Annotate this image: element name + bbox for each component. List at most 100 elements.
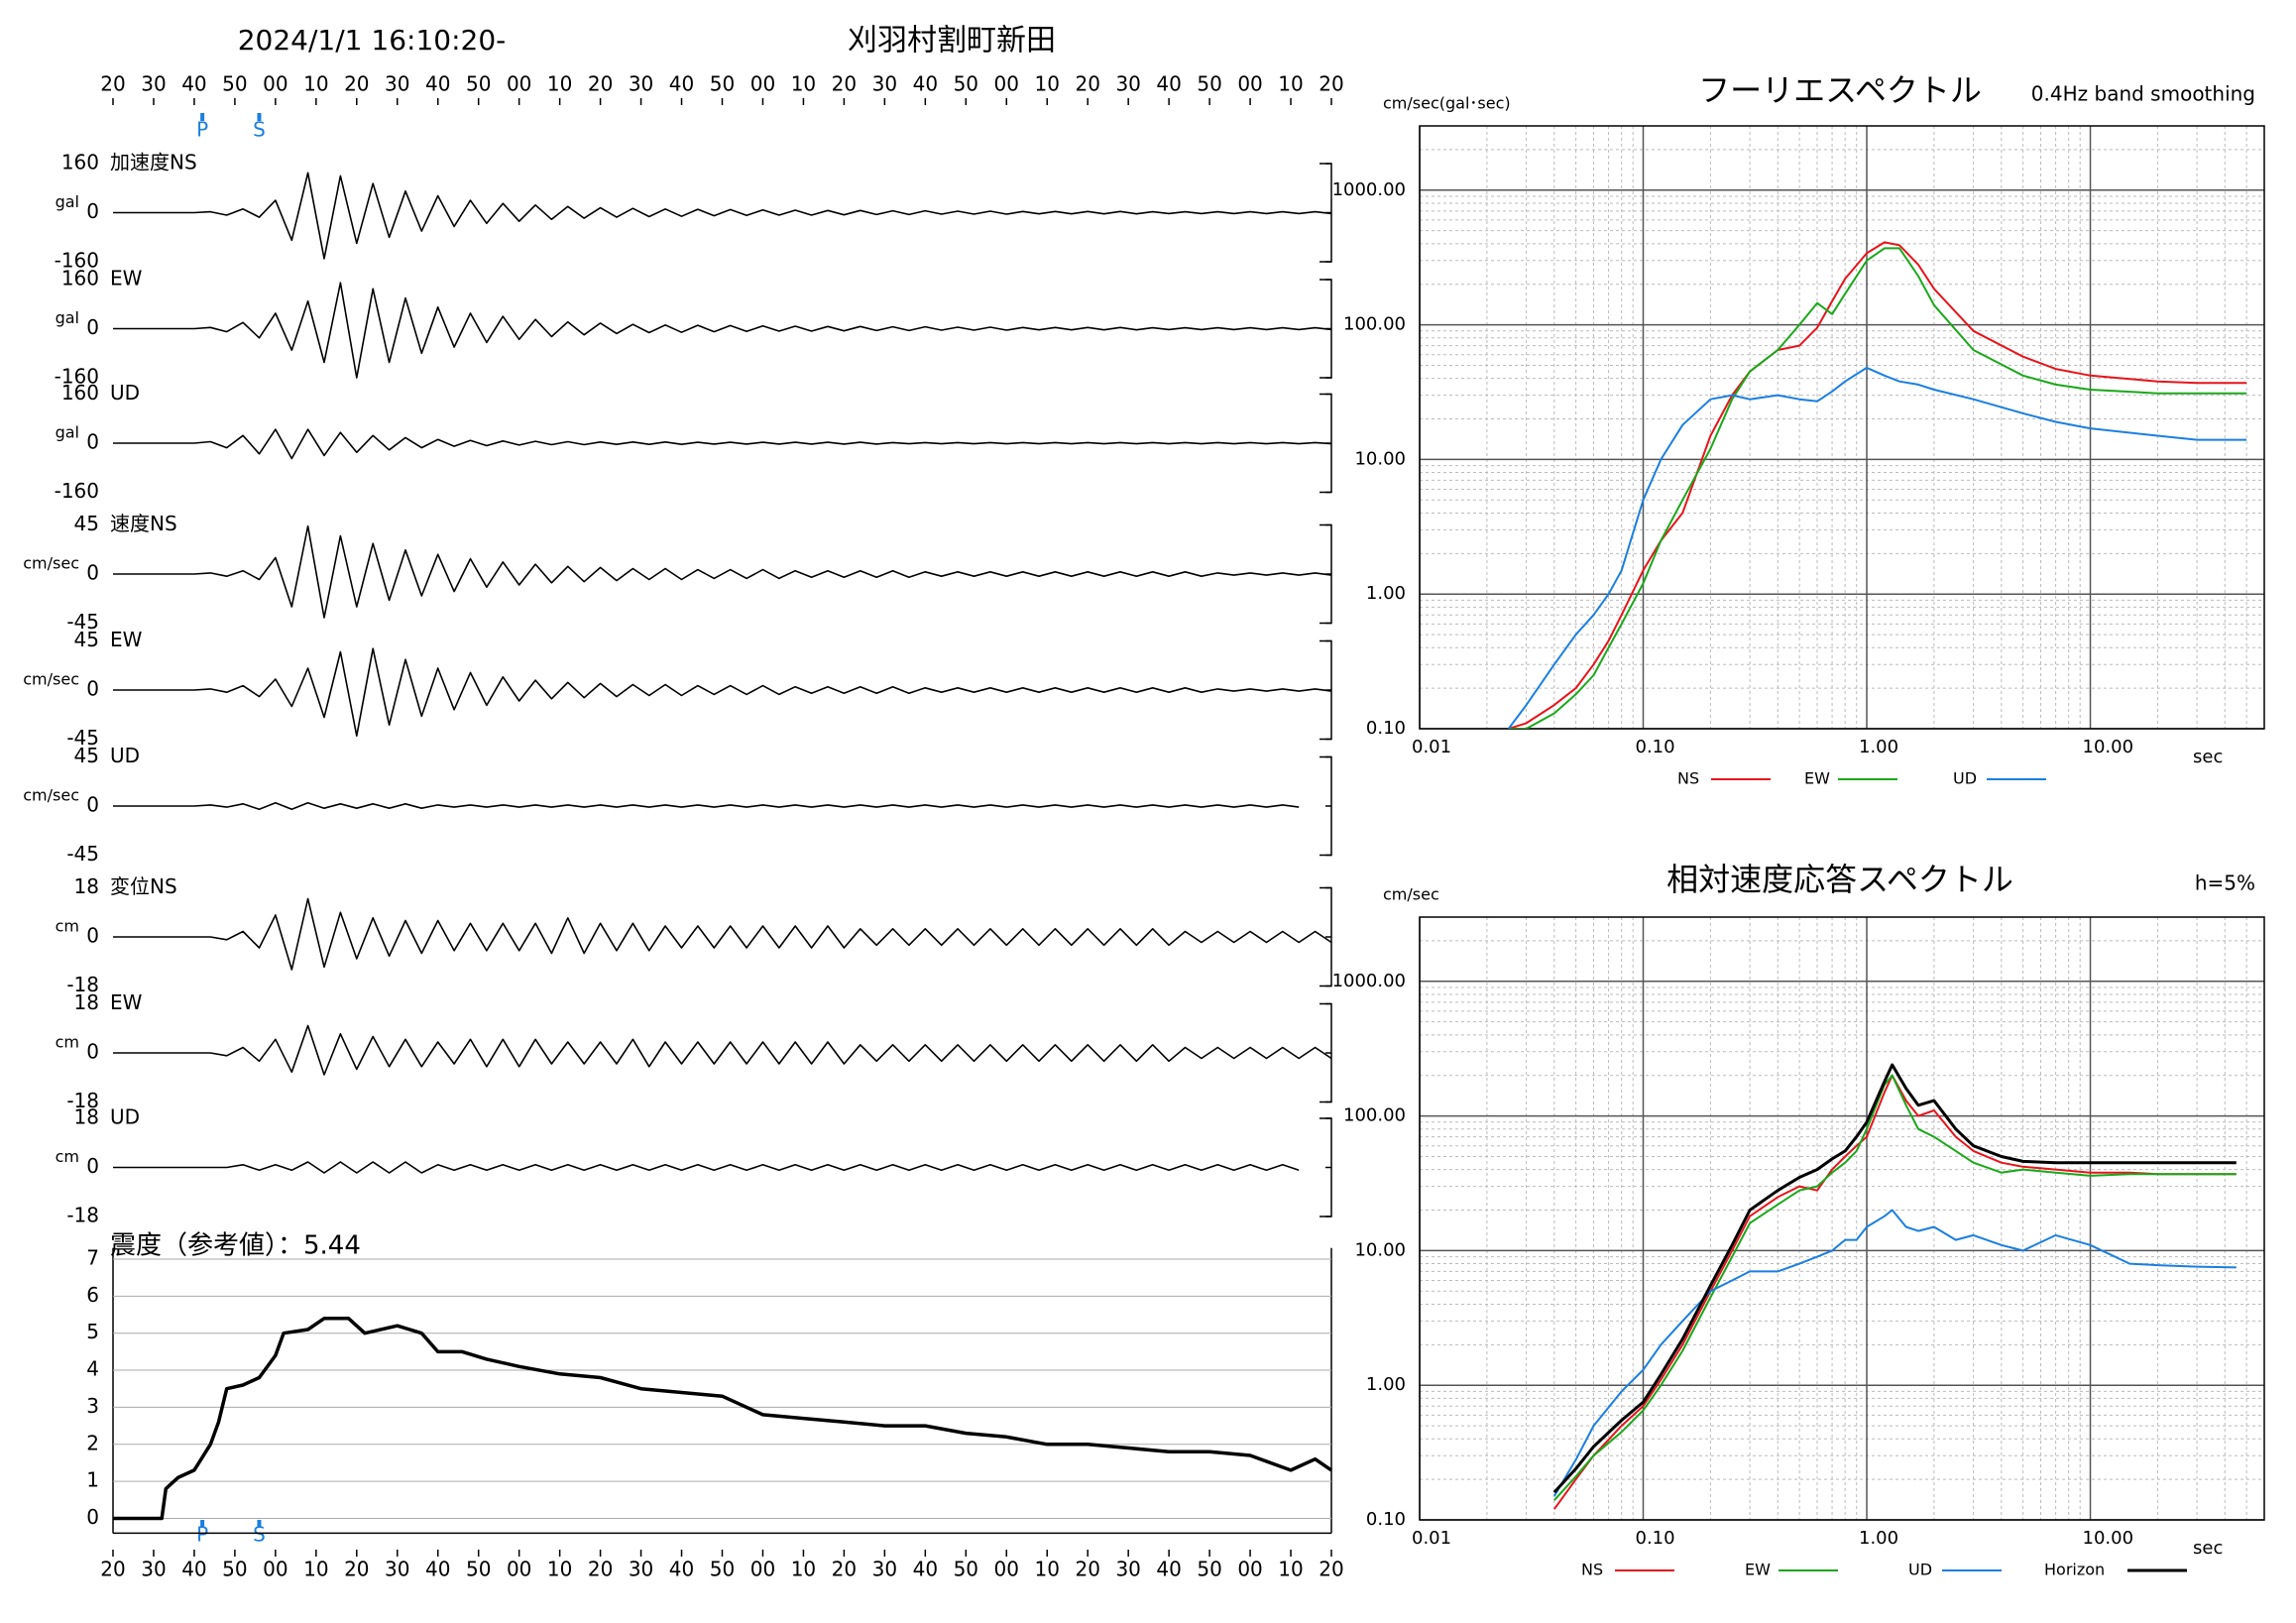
x-tick-label: 30 bbox=[141, 1558, 166, 1581]
y-tick-label: 0 bbox=[86, 793, 99, 817]
x-tick-label: 10 bbox=[1278, 72, 1303, 96]
x-tick-label: 20 bbox=[1075, 1558, 1099, 1581]
y-tick-label: 0.10 bbox=[1366, 718, 1406, 739]
y-tick-label: 0 bbox=[86, 430, 99, 454]
waveform bbox=[113, 282, 1332, 379]
x-tick-label: 50 bbox=[710, 72, 735, 96]
y-tick-label: 160 bbox=[61, 381, 99, 405]
y-tick-label: 18 bbox=[74, 1105, 99, 1129]
x-tick-label: 1.00 bbox=[1859, 737, 1898, 757]
y-tick-label: 0 bbox=[86, 677, 99, 701]
legend-label: UD bbox=[1908, 1561, 1932, 1579]
y-tick-label: 0 bbox=[86, 199, 99, 223]
y-tick-label: 1.00 bbox=[1366, 1374, 1406, 1395]
x-tick-label: 00 bbox=[1237, 72, 1262, 96]
x-tick-label: 0.10 bbox=[1636, 737, 1675, 757]
x-tick-label: 50 bbox=[222, 1558, 247, 1581]
x-tick-label: 00 bbox=[1237, 1558, 1262, 1581]
x-tick-label: 40 bbox=[669, 72, 694, 96]
intensity-title: 震度（参考値）：5.44 bbox=[110, 1231, 361, 1261]
x-tick-label: 20 bbox=[100, 72, 125, 96]
y-tick-label: 45 bbox=[74, 744, 99, 767]
y-tick-label: 1000.00 bbox=[1332, 971, 1406, 991]
x-tick-label: 00 bbox=[750, 1558, 775, 1581]
x-tick-label: 50 bbox=[466, 72, 491, 96]
x-tick-label: 40 bbox=[1156, 72, 1181, 96]
y-tick-label: 5 bbox=[86, 1320, 99, 1343]
trace-name: UD bbox=[110, 1105, 140, 1129]
waveform bbox=[113, 1161, 1300, 1174]
trace-unit: cm bbox=[56, 1147, 79, 1166]
x-tick-label: 10.00 bbox=[2083, 1528, 2134, 1549]
spectrum-line bbox=[1552, 1074, 2237, 1510]
waveform bbox=[113, 172, 1332, 260]
y-tick-label: 2 bbox=[86, 1431, 99, 1454]
x-tick-label: 40 bbox=[913, 1558, 938, 1581]
waveform bbox=[113, 1024, 1332, 1076]
y-tick-label: 6 bbox=[86, 1283, 99, 1307]
x-tick-label: 20 bbox=[588, 1558, 613, 1581]
y-tick-label: 10.00 bbox=[1354, 448, 1406, 469]
y-tick-label: 0 bbox=[86, 1040, 99, 1064]
x-tick-label: 30 bbox=[141, 72, 166, 96]
y-axis-label: cm/sec(gal･sec) bbox=[1383, 94, 1511, 113]
y-tick-label: 45 bbox=[74, 512, 99, 535]
x-tick-label: 50 bbox=[1197, 1558, 1221, 1581]
x-tick-label: 40 bbox=[913, 72, 938, 96]
chart-title: 相対速度応答スペクトル bbox=[1666, 861, 2013, 898]
trace-unit: cm bbox=[56, 917, 79, 936]
x-tick-label: 30 bbox=[629, 1558, 653, 1581]
trace-name: EW bbox=[110, 990, 143, 1014]
y-tick-label: 7 bbox=[86, 1246, 99, 1270]
y-tick-label: -45 bbox=[66, 842, 99, 866]
x-tick-label: 20 bbox=[1319, 1558, 1343, 1581]
x-tick-label: 00 bbox=[507, 72, 531, 96]
waveform bbox=[113, 428, 1332, 460]
legend-label: NS bbox=[1677, 769, 1699, 788]
x-tick-label: 20 bbox=[832, 72, 857, 96]
y-tick-label: -160 bbox=[55, 479, 99, 503]
spectrum-line bbox=[1508, 241, 2247, 729]
legend-label: Horizon bbox=[2044, 1561, 2105, 1579]
x-tick-label: 50 bbox=[1197, 72, 1221, 96]
legend-label: EW bbox=[1745, 1561, 1771, 1579]
trace-name: UD bbox=[110, 744, 140, 767]
x-tick-label: 40 bbox=[425, 1558, 450, 1581]
x-tick-label: 50 bbox=[954, 1558, 978, 1581]
x-tick-label: 30 bbox=[872, 1558, 897, 1581]
x-axis-label: sec bbox=[2193, 1538, 2223, 1559]
x-tick-label: 20 bbox=[344, 1558, 369, 1581]
x-tick-label: 20 bbox=[588, 72, 613, 96]
x-tick-label: 10 bbox=[1278, 1558, 1303, 1581]
x-tick-label: 10 bbox=[791, 1558, 816, 1581]
y-tick-label: 0 bbox=[86, 1154, 99, 1178]
y-tick-label: 160 bbox=[61, 267, 99, 290]
trace-name: EW bbox=[110, 267, 143, 290]
y-tick-label: 0 bbox=[86, 561, 99, 585]
x-tick-label: 30 bbox=[629, 72, 653, 96]
y-tick-label: 0 bbox=[86, 315, 99, 339]
y-tick-label: 1000.00 bbox=[1332, 179, 1406, 200]
trace-unit: gal bbox=[56, 423, 79, 442]
x-tick-label: 00 bbox=[263, 1558, 287, 1581]
y-axis-label: cm/sec bbox=[1383, 885, 1439, 904]
y-tick-label: -18 bbox=[66, 1204, 99, 1227]
x-tick-label: 10 bbox=[547, 1558, 572, 1581]
x-tick-label: 40 bbox=[1156, 1558, 1181, 1581]
y-tick-label: -18 bbox=[66, 973, 99, 996]
spectrum-line bbox=[1553, 1074, 2237, 1501]
x-tick-label: 50 bbox=[466, 1558, 491, 1581]
y-tick-label: 18 bbox=[74, 874, 99, 898]
chart-subtitle: h=5% bbox=[2195, 871, 2255, 895]
trace-unit: cm/sec bbox=[23, 670, 79, 689]
x-tick-label: 30 bbox=[1115, 72, 1140, 96]
x-tick-label: 00 bbox=[994, 1558, 1019, 1581]
x-tick-label: 0.10 bbox=[1636, 1528, 1675, 1549]
x-tick-label: 00 bbox=[750, 72, 775, 96]
x-tick-label: 30 bbox=[872, 72, 897, 96]
waveform bbox=[113, 801, 1300, 811]
chart-subtitle: 0.4Hz band smoothing bbox=[2031, 82, 2255, 106]
trace-name: 速度NS bbox=[110, 512, 177, 535]
x-tick-label: 10 bbox=[547, 72, 572, 96]
